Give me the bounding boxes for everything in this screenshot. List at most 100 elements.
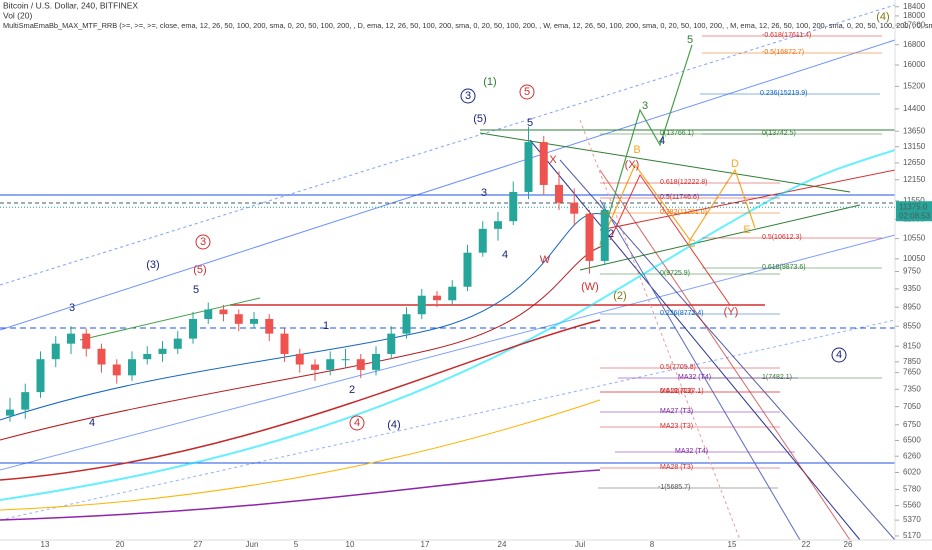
wave-circle	[519, 84, 535, 100]
y-tick-label: 6750	[903, 420, 921, 429]
y-tick-label: 12650	[903, 158, 926, 167]
wave-label: 5	[524, 86, 530, 98]
x-tick-label: 10	[346, 540, 355, 549]
candle-body	[158, 348, 167, 354]
x-tick-label: 15	[728, 540, 737, 549]
candle-body	[463, 252, 472, 287]
wave-label: (1)	[483, 76, 496, 88]
wave-label: 1	[323, 320, 329, 332]
fib-label: MA22 (T3)	[660, 388, 693, 395]
candle-body	[433, 295, 441, 301]
wave-label: C	[688, 238, 696, 250]
y-tick-label: 5780	[903, 485, 921, 494]
candle-body	[524, 142, 533, 192]
subtitle: Vol (20)	[3, 10, 32, 20]
candle-body	[21, 392, 30, 410]
x-tick-label: 24	[498, 540, 507, 549]
indicator: MultiSmaEmaBb_MAX_MTF_RRB (>=, >=, >=, c…	[3, 21, 932, 30]
y-tick-label: 6020	[903, 468, 921, 477]
candle-body	[189, 318, 197, 339]
wave-label: 4	[659, 135, 665, 147]
fib-label: 1(7482.1)	[762, 374, 792, 381]
candle-body	[143, 353, 152, 360]
wave-label: 3	[200, 236, 206, 248]
candle-body	[417, 295, 426, 315]
trendlines	[0, 4, 896, 541]
fib-label: -0.5(16872.7)	[762, 49, 804, 56]
candle-body	[585, 213, 594, 261]
wave-label: B	[633, 144, 640, 156]
candle-body	[295, 353, 304, 365]
wave-label: (3)	[146, 259, 159, 271]
y-tick-label: 16800	[903, 40, 926, 49]
wave-label: 4	[89, 417, 95, 429]
candle-body	[600, 209, 609, 261]
y-tick-label: 5370	[903, 515, 921, 524]
y-tick-label: 5170	[903, 531, 921, 540]
fib-label: MA32 (T4)	[678, 374, 711, 381]
candle-body	[250, 318, 258, 324]
x-tick-label: Jul	[575, 540, 585, 549]
wave-circle	[831, 347, 847, 363]
fib-label: 0(9725.9)	[660, 270, 690, 277]
wave-label: 5	[527, 117, 533, 129]
wave-label: (2)	[613, 290, 626, 302]
wave-label: (5)	[193, 264, 206, 276]
candle-body	[402, 314, 411, 334]
candle-body	[280, 333, 289, 354]
candle-body	[448, 286, 457, 301]
fib-label: 0.5(10612.3)	[762, 234, 802, 241]
y-tick-label: 6500	[903, 436, 921, 445]
fib-label: 0.618(12222.8)	[660, 179, 707, 186]
x-tick-label: 13	[41, 540, 50, 549]
price-axis	[895, 0, 932, 550]
candle-body	[539, 142, 548, 185]
wave-label: 3	[642, 100, 648, 112]
wave-label: 2	[608, 228, 614, 240]
wave-label: (W)	[581, 281, 599, 293]
fib-label: 0.618(7227.1)	[660, 388, 704, 395]
candle-body	[67, 333, 75, 344]
fib-label: MA32 (T4)	[675, 448, 708, 455]
x-tick-label: 20	[116, 540, 125, 549]
y-tick-label: 9350	[903, 284, 921, 293]
wave-circle	[460, 88, 476, 104]
fib-label: MA28 (T3)	[660, 464, 693, 471]
y-tick-label: 9750	[903, 267, 921, 276]
wave-label: E	[743, 224, 750, 236]
fib-label: 0.5(7705.8)	[660, 364, 696, 371]
wave-label: 5	[193, 284, 199, 296]
wave-label: 2	[349, 384, 355, 396]
candle-body	[82, 333, 91, 349]
wave-label: (X)	[625, 159, 640, 171]
y-tick-label: 17600	[903, 20, 926, 29]
y-tick-label: 16000	[903, 60, 926, 69]
y-tick-label: 8550	[903, 321, 921, 330]
candle-body	[112, 364, 121, 376]
wave-label: 5	[687, 34, 693, 46]
chart-title: Bitcoin / U.S. Dollar, 240, BITFINEX	[3, 0, 138, 10]
wave-circle	[195, 234, 211, 250]
fib-label: 0(13766.1)	[660, 130, 694, 137]
candle-body	[341, 359, 350, 361]
last-price-box	[896, 201, 932, 222]
y-tick-label: 8950	[903, 302, 921, 311]
candle-body	[6, 409, 14, 416]
candle-body	[311, 364, 319, 370]
wave-label: 4	[836, 349, 842, 361]
fib-label: MA23 (T3)	[660, 423, 693, 430]
y-tick-label: 18400	[903, 2, 926, 11]
wave-label: 4	[502, 249, 508, 261]
y-tick-label: 8150	[903, 341, 921, 350]
fib-label: -1(5685.7)	[658, 484, 690, 491]
y-tick-label: 15200	[903, 81, 926, 90]
candle-body	[326, 359, 335, 370]
candle-body	[36, 359, 45, 393]
wave-circle	[349, 415, 365, 431]
candle-body	[97, 348, 106, 365]
y-tick-label: 7650	[903, 368, 921, 377]
candle-body	[128, 359, 136, 376]
fib-label: 0.236(8772.4)	[660, 310, 704, 317]
x-tick-label: 27	[194, 540, 203, 549]
wave-label: (Y)	[724, 306, 739, 318]
